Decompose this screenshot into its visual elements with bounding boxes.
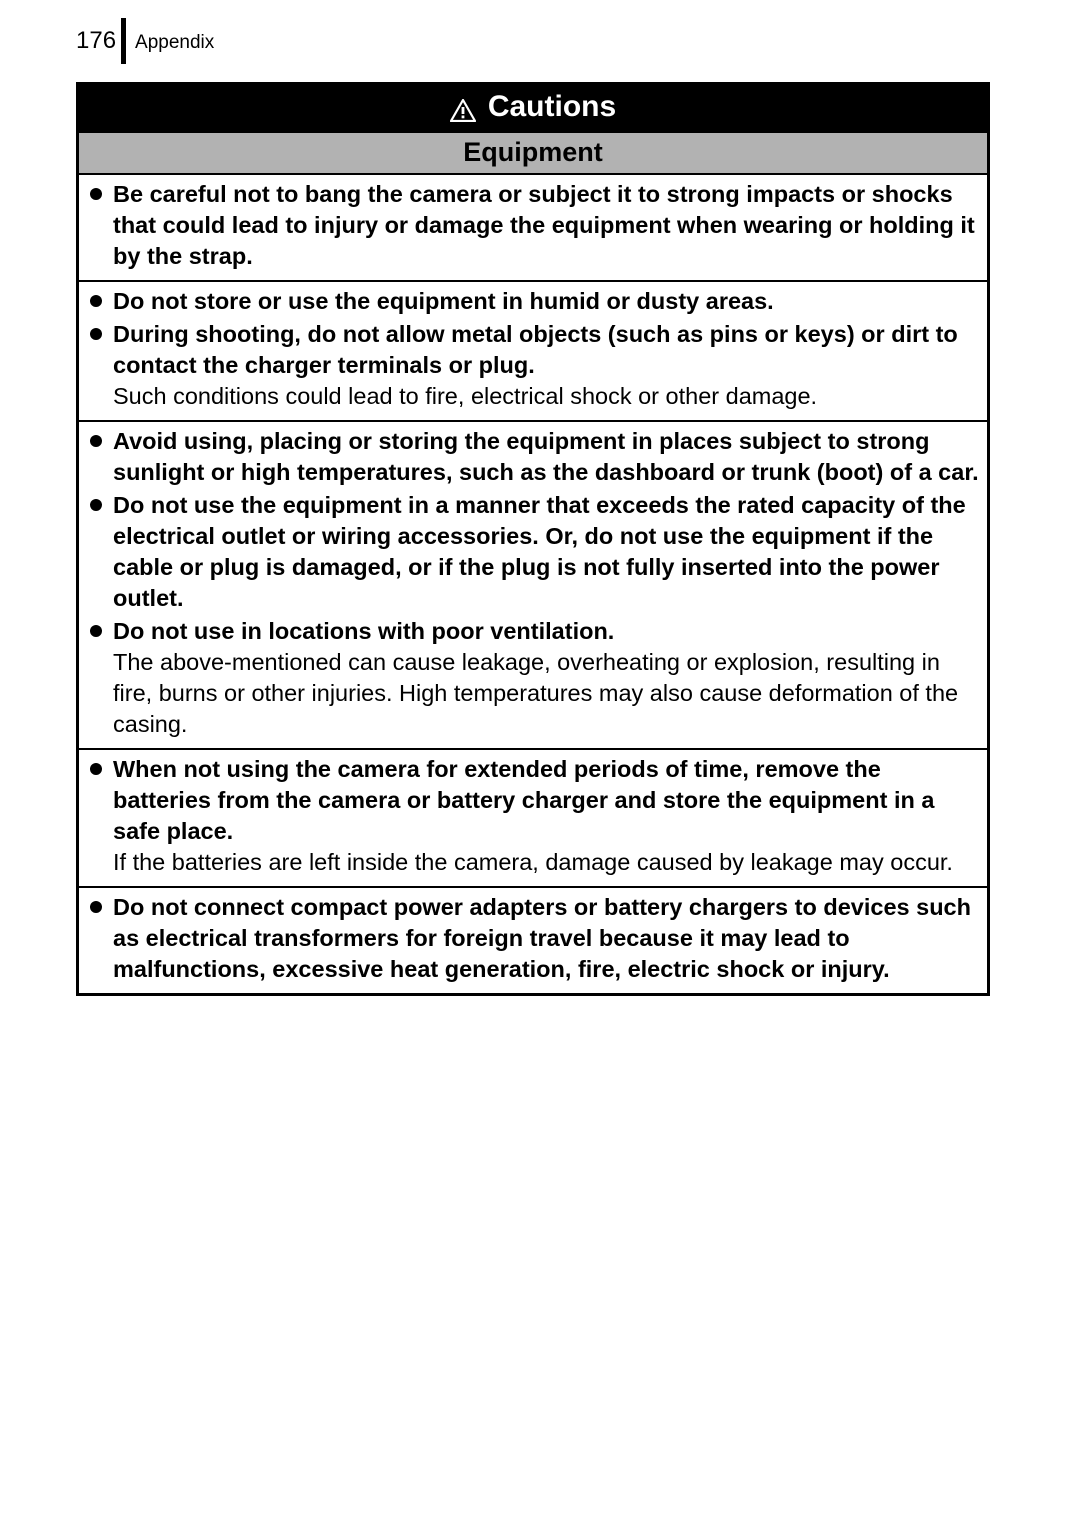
caution-item: Do not use in locations with poor ventil… [89, 616, 979, 740]
caution-item: When not using the camera for extended p… [89, 754, 979, 878]
banner-title: Cautions [488, 90, 616, 124]
section-name: Appendix [135, 28, 214, 54]
content-block: Equipment Be careful not to bang the cam… [76, 133, 990, 996]
caution-group: Do not connect compact power adapters or… [79, 888, 987, 993]
caution-bold-text: When not using the camera for extended p… [113, 756, 934, 844]
caution-group: Be careful not to bang the camera or sub… [79, 175, 987, 282]
caution-normal-text: The above-mentioned can cause leakage, o… [113, 649, 958, 737]
caution-bold-text: Avoid using, placing or storing the equi… [113, 428, 979, 485]
caution-item: Do not store or use the equipment in hum… [89, 286, 979, 317]
equipment-subheader: Equipment [79, 133, 987, 175]
page-number: 176 [76, 27, 121, 55]
caution-normal-text: If the batteries are left inside the cam… [113, 849, 953, 875]
caution-bold-text: Do not use the equipment in a manner tha… [113, 492, 966, 611]
caution-bold-text: Be careful not to bang the camera or sub… [113, 181, 975, 269]
caution-groups: Be careful not to bang the camera or sub… [79, 175, 987, 993]
caution-item: Do not use the equipment in a manner tha… [89, 490, 979, 614]
caution-item: During shooting, do not allow metal obje… [89, 319, 979, 412]
caution-item: Avoid using, placing or storing the equi… [89, 426, 979, 488]
caution-group: Do not store or use the equipment in hum… [79, 282, 987, 422]
caution-item: Do not connect compact power adapters or… [89, 892, 979, 985]
caution-group: When not using the camera for extended p… [79, 750, 987, 888]
page-header: 176 Appendix [76, 18, 990, 64]
warning-icon [450, 96, 476, 119]
caution-group: Avoid using, placing or storing the equi… [79, 422, 987, 750]
caution-item: Be careful not to bang the camera or sub… [89, 179, 979, 272]
cautions-banner: Cautions [76, 82, 990, 133]
header-divider [121, 18, 126, 64]
caution-bold-text: During shooting, do not allow metal obje… [113, 321, 958, 378]
caution-bold-text: Do not store or use the equipment in hum… [113, 288, 774, 314]
caution-bold-text: Do not use in locations with poor ventil… [113, 618, 614, 644]
caution-normal-text: Such conditions could lead to fire, elec… [113, 383, 817, 409]
caution-bold-text: Do not connect compact power adapters or… [113, 894, 971, 982]
